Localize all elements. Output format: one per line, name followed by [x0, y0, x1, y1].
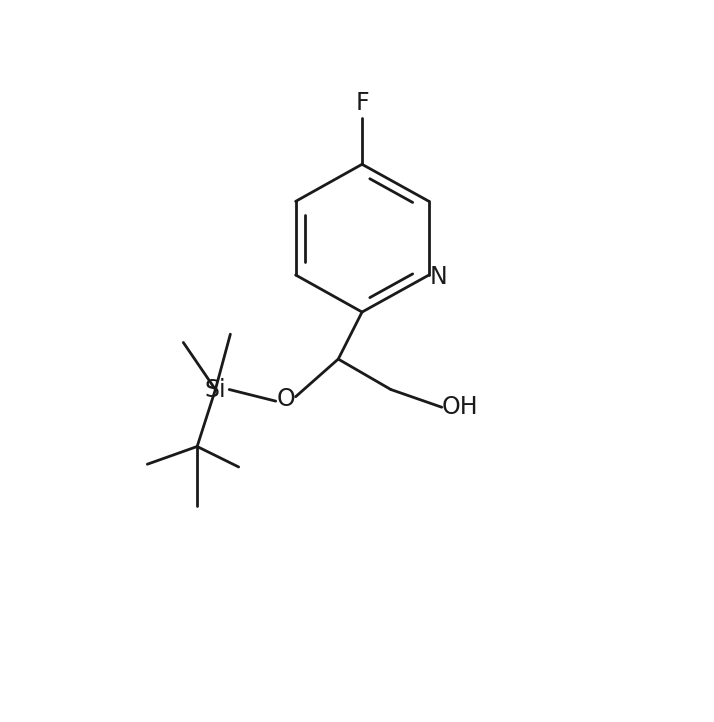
Text: OH: OH	[442, 395, 478, 419]
Text: Si: Si	[205, 378, 226, 401]
Text: N: N	[430, 265, 448, 290]
Text: O: O	[276, 387, 295, 411]
Text: F: F	[356, 91, 369, 115]
